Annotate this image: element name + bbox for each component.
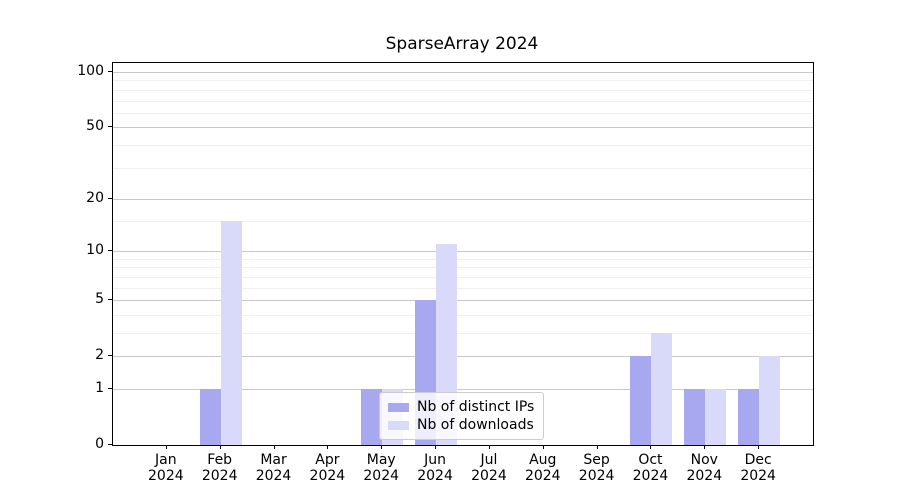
y-axis-tick-label-2: 2 xyxy=(95,347,104,364)
y-axis-tick-label-0: 0 xyxy=(95,436,104,452)
x-axis-tick-label-may-2024: May 2024 xyxy=(363,452,400,484)
bar-nb-of-downloads-oct-2024 xyxy=(651,332,673,445)
gridline-major-10 xyxy=(113,251,813,253)
x-tick-mark-feb-2024 xyxy=(219,445,221,449)
y-tick-mark-100 xyxy=(108,71,112,73)
y-tick-mark-2 xyxy=(108,355,112,357)
x-axis-tick-label-jan-2024: Jan 2024 xyxy=(148,452,184,484)
gridline-minor-30 xyxy=(113,167,813,169)
legend-label-nb-of-downloads: Nb of downloads xyxy=(417,417,534,433)
legend-swatch-nb-of-distinct-ips xyxy=(388,402,409,412)
gridline-minor-4 xyxy=(113,314,813,316)
gridline-major-20 xyxy=(113,198,813,200)
y-tick-mark-1 xyxy=(108,387,112,389)
gridline-minor-60 xyxy=(113,112,813,114)
y-axis-tick-label-5: 5 xyxy=(95,291,104,308)
x-axis-tick-label-apr-2024: Apr 2024 xyxy=(309,452,346,484)
legend-item-nb-of-downloads: Nb of downloads xyxy=(388,416,534,434)
gridline-minor-15 xyxy=(113,220,813,222)
y-tick-mark-50 xyxy=(108,126,112,128)
bar-nb-of-downloads-dec-2024 xyxy=(759,356,781,445)
x-tick-mark-jun-2024 xyxy=(435,445,437,449)
x-tick-mark-may-2024 xyxy=(381,445,383,449)
bar-nb-of-downloads-nov-2024 xyxy=(705,388,727,445)
legend: Nb of distinct IPs Nb of downloads xyxy=(379,392,545,440)
legend-label-nb-of-distinct-ips: Nb of distinct IPs xyxy=(417,399,535,415)
x-axis-tick-label-mar-2024: Mar 2024 xyxy=(255,452,292,484)
legend-swatch-nb-of-downloads xyxy=(388,420,409,430)
bar-nb-of-downloads-feb-2024 xyxy=(220,220,242,445)
x-axis-tick-label-jun-2024: Jun 2024 xyxy=(417,452,453,484)
y-tick-mark-10 xyxy=(108,250,112,252)
gridline-minor-90 xyxy=(113,80,813,82)
y-axis-tick-label-20: 20 xyxy=(86,189,104,206)
x-axis-tick-label-feb-2024: Feb 2024 xyxy=(201,452,238,484)
bar-nb-of-distinct-ips-nov-2024 xyxy=(684,388,706,445)
x-axis-tick-label-nov-2024: Nov 2024 xyxy=(686,452,723,484)
x-tick-mark-aug-2024 xyxy=(542,445,544,449)
gridline-minor-7 xyxy=(113,276,813,278)
gridline-minor-6 xyxy=(113,287,813,289)
x-tick-mark-mar-2024 xyxy=(273,445,275,449)
x-axis-tick-label-oct-2024: Oct 2024 xyxy=(632,452,669,484)
y-tick-mark-20 xyxy=(108,197,112,199)
x-tick-mark-sep-2024 xyxy=(596,445,598,449)
gridline-minor-40 xyxy=(113,144,813,146)
x-tick-mark-apr-2024 xyxy=(327,445,329,449)
gridline-major-1 xyxy=(113,388,813,390)
chart-title: SparseArray 2024 xyxy=(385,34,539,54)
x-tick-mark-dec-2024 xyxy=(758,445,760,449)
gridline-minor-70 xyxy=(113,100,813,102)
gridline-minor-80 xyxy=(113,89,813,91)
gridline-minor-3 xyxy=(113,332,813,334)
x-axis-tick-label-sep-2024: Sep 2024 xyxy=(578,452,615,484)
bar-nb-of-distinct-ips-dec-2024 xyxy=(738,388,760,445)
y-axis-tick-label-100: 100 xyxy=(77,63,104,80)
y-tick-mark-0 xyxy=(108,444,112,445)
gridline-major-2 xyxy=(113,356,813,358)
y-tick-mark-5 xyxy=(108,299,112,301)
bar-nb-of-distinct-ips-feb-2024 xyxy=(199,388,221,445)
gridline-minor-9 xyxy=(113,258,813,260)
x-tick-mark-nov-2024 xyxy=(704,445,706,449)
bar-nb-of-distinct-ips-oct-2024 xyxy=(630,356,652,445)
x-tick-mark-jan-2024 xyxy=(165,445,167,449)
y-axis-tick-label-1: 1 xyxy=(95,379,104,396)
legend-item-nb-of-distinct-ips: Nb of distinct IPs xyxy=(388,398,534,416)
bar-nb-of-distinct-ips-may-2024 xyxy=(361,388,383,445)
plot-area xyxy=(112,62,814,446)
x-axis-tick-label-dec-2024: Dec 2024 xyxy=(740,452,776,484)
x-tick-mark-jul-2024 xyxy=(488,445,490,449)
x-axis-tick-label-jul-2024: Jul 2024 xyxy=(471,452,507,484)
gridline-major-5 xyxy=(113,300,813,302)
gridline-major-100 xyxy=(113,72,813,74)
y-axis-tick-label-10: 10 xyxy=(86,242,104,259)
x-axis-tick-label-aug-2024: Aug 2024 xyxy=(524,452,561,484)
x-tick-mark-oct-2024 xyxy=(650,445,652,449)
y-axis-tick-label-50: 50 xyxy=(86,118,104,135)
gridline-major-50 xyxy=(113,127,813,129)
gridline-minor-8 xyxy=(113,267,813,269)
